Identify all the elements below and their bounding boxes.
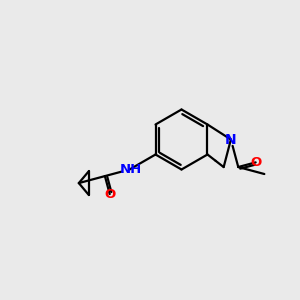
Text: N: N: [225, 133, 237, 146]
Text: NH: NH: [120, 163, 142, 176]
Text: O: O: [250, 156, 261, 169]
Text: O: O: [104, 188, 115, 201]
